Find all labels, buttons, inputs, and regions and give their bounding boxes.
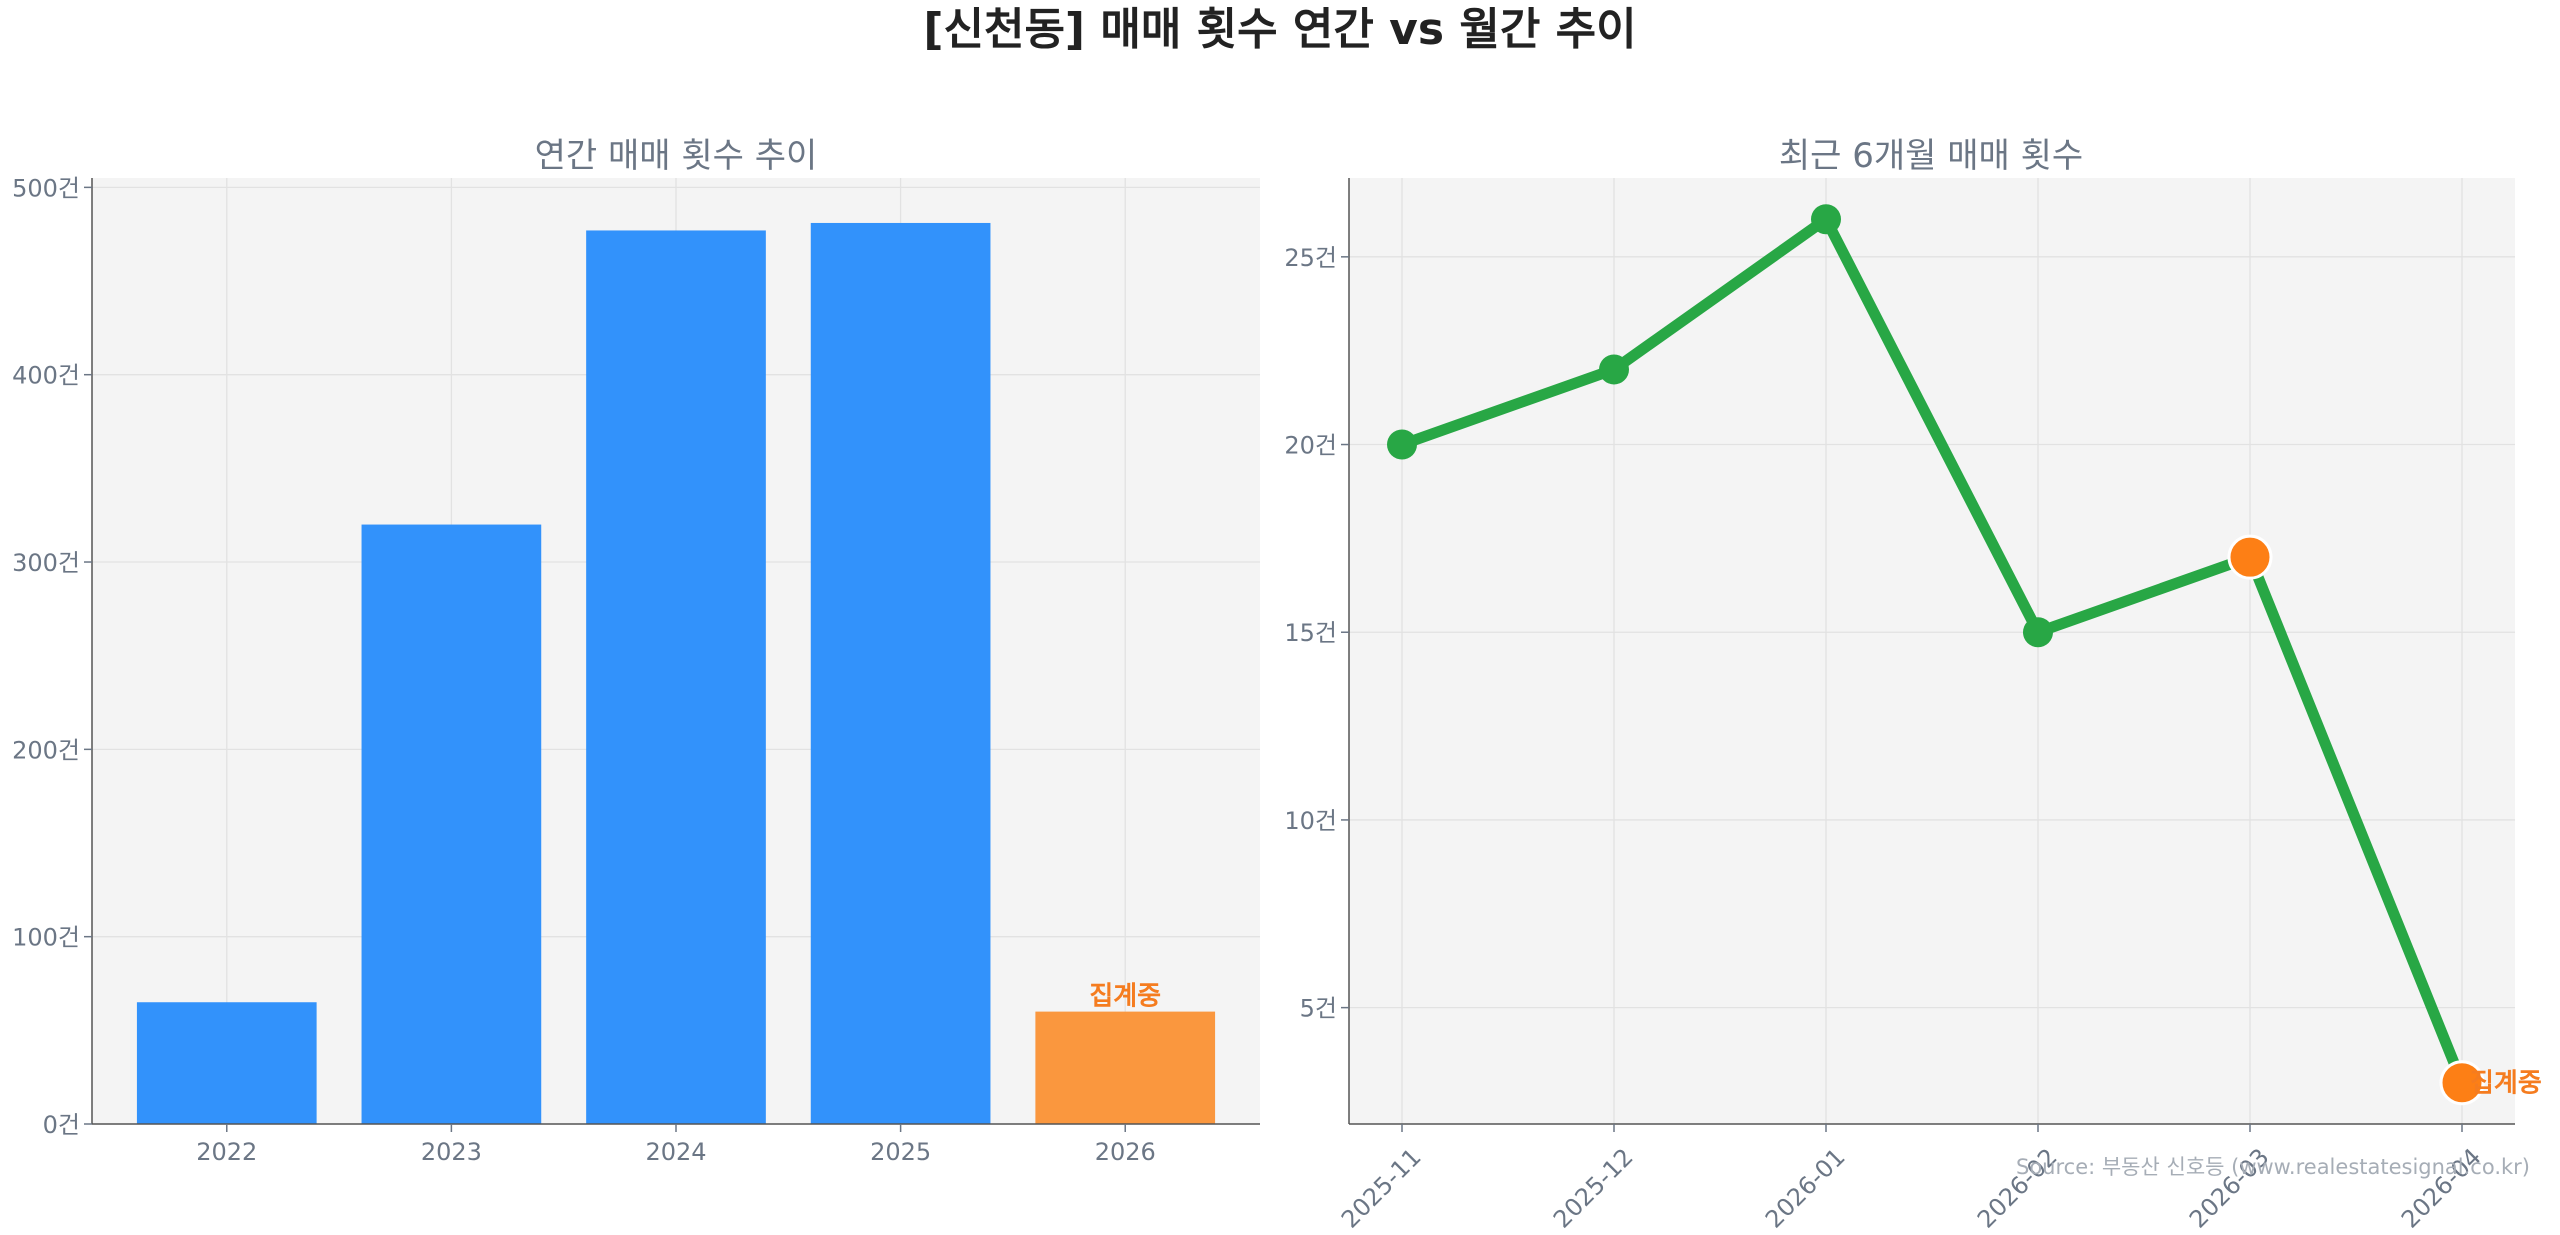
annual-x-tick-label: 2025 — [870, 1138, 931, 1166]
source-note: Source: 부동산 신호등 (www.realestatesignal.co… — [2016, 1155, 2530, 1179]
monthly-x-tick-label: 2025-11 — [1336, 1143, 1427, 1234]
monthly-line-chart: 집계중 5건 10건 15건 20건 25건 2025-11 2025-12 2026-01… — [1284, 136, 2541, 1234]
monthly-series-line — [1396, 213, 2468, 1089]
annual-y-tick-label: 0건 — [43, 1111, 80, 1139]
monthly-point-2026-03 — [2227, 534, 2273, 580]
monthly-y-tick-label: 5건 — [1300, 995, 1337, 1023]
annual-bar-2025 — [810, 222, 991, 1124]
annual-pending-label: 집계중 — [1089, 982, 1161, 1012]
monthly-point-2026-02 — [2023, 617, 2053, 648]
annual-y-tick-label: 500건 — [12, 174, 80, 202]
monthly-chart-title: 최근 6개월 매매 횟수 — [1779, 136, 2083, 176]
monthly-point-2026-04 — [2439, 1060, 2485, 1106]
monthly-y-tick-label: 15건 — [1284, 619, 1337, 647]
annual-y-tick-label: 400건 — [12, 362, 80, 390]
monthly-pending-label: 집계중 — [2470, 1069, 2542, 1099]
monthly-x-tick-label: 2025-12 — [1548, 1143, 1639, 1234]
annual-y-tick-label: 100건 — [12, 924, 80, 952]
annual-y-tick-label: 300건 — [12, 549, 80, 577]
monthly-point-2025-11 — [1387, 429, 1417, 460]
monthly-x-tick-label: 2026-01 — [1760, 1143, 1851, 1234]
monthly-y-tick-label: 25건 — [1284, 244, 1337, 272]
monthly-plot-area — [1349, 178, 2515, 1124]
monthly-gridlines — [1349, 178, 2515, 1124]
figure-title: [신천동] 매매 횟수 연간 vs 월간 추이 — [923, 4, 1636, 55]
annual-x-tick-label: 2024 — [645, 1138, 706, 1166]
annual-x-tick-label: 2022 — [196, 1138, 257, 1166]
annual-bar-2023 — [361, 524, 542, 1124]
annual-x-tick-label: 2026 — [1095, 1138, 1156, 1166]
monthly-axes — [1348, 178, 2515, 1125]
annual-y-ticks: 0건 100건 200건 300건 400건 500건 — [12, 174, 92, 1139]
monthly-y-ticks: 5건 10건 15건 20건 25건 — [1284, 244, 1349, 1023]
annual-x-ticks: 2022 2023 2024 2025 2026 — [196, 1124, 1156, 1166]
annual-y-tick-label: 200건 — [12, 736, 80, 764]
annual-x-tick-label: 2023 — [421, 1138, 482, 1166]
monthly-points: 집계중 — [1387, 204, 2542, 1106]
annual-bar-2024 — [586, 230, 766, 1125]
annual-bars: 집계중 — [136, 222, 1216, 1125]
annual-chart-title: 연간 매매 횟수 추이 — [535, 136, 818, 176]
monthly-y-tick-label: 20건 — [1284, 432, 1337, 460]
annual-bar-2026 — [1035, 1011, 1216, 1124]
annual-bar-2022 — [136, 1002, 317, 1124]
monthly-point-2025-12 — [1599, 354, 1629, 385]
monthly-line — [1396, 213, 2468, 1089]
monthly-point-2026-01 — [1811, 204, 1841, 235]
monthly-y-tick-label: 10건 — [1284, 807, 1337, 835]
